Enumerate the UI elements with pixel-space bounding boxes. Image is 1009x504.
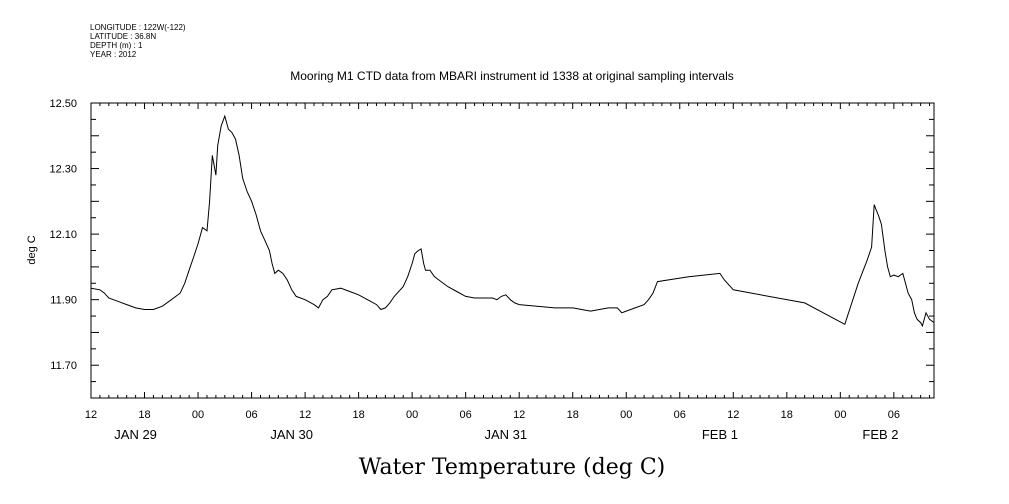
x-tick-label: 00 — [406, 409, 418, 421]
x-tick-label: 12 — [727, 409, 739, 421]
x-tick-label: 18 — [138, 409, 150, 421]
x-tick-label: 18 — [567, 409, 579, 421]
meta-depth: DEPTH (m) : 1 — [90, 41, 143, 50]
meta-longitude: LONGITUDE : 122W(-122) — [90, 23, 186, 32]
meta-latitude: LATITUDE : 36.8N — [90, 32, 156, 41]
header-metadata: LONGITUDE : 122W(-122) LATITUDE : 36.8N … — [90, 23, 186, 59]
y-tick-labels: 12.50 12.30 12.10 11.90 11.70 — [49, 98, 77, 372]
y-tick-label: 12.50 — [49, 98, 77, 110]
x-tick-label: 12 — [299, 409, 311, 421]
x-tick-label: 12 — [513, 409, 525, 421]
x-tick-label: 06 — [245, 409, 257, 421]
day-labels: JAN 29 JAN 30 JAN 31 FEB 1 FEB 2 — [114, 427, 898, 442]
x-tick-label: 12 — [85, 409, 97, 421]
y-tick-label: 12.10 — [49, 229, 77, 241]
x-tick-label: 06 — [460, 409, 472, 421]
day-label: JAN 30 — [270, 427, 313, 442]
day-label: JAN 31 — [484, 427, 527, 442]
day-label: FEB 2 — [862, 427, 898, 442]
y-tick-label: 12.30 — [49, 164, 77, 176]
chart-title: Mooring M1 CTD data from MBARI instrumen… — [290, 69, 734, 83]
x-tick-label: 00 — [834, 409, 846, 421]
y-tick-label: 11.70 — [50, 360, 77, 372]
x-tick-label: 06 — [674, 409, 686, 421]
x-tick-label: 18 — [352, 409, 364, 421]
x-tick-label: 00 — [192, 409, 204, 421]
temperature-series-line — [90, 114, 935, 328]
x-axis-label: Water Temperature (deg C) — [359, 455, 666, 480]
axis-ticks — [90, 102, 934, 399]
x-tick-label: 18 — [781, 409, 793, 421]
y-axis-label: deg C — [26, 235, 38, 264]
x-tick-label: 00 — [620, 409, 632, 421]
day-label: JAN 29 — [114, 427, 157, 442]
y-tick-label: 11.90 — [50, 295, 77, 307]
x-tick-label: 06 — [888, 409, 900, 421]
meta-year: YEAR : 2012 — [90, 50, 137, 59]
day-label: FEB 1 — [702, 427, 738, 442]
x-tick-labels: 12 18 00 06 12 18 00 06 12 18 00 06 12 18 00 06 — [85, 409, 900, 421]
